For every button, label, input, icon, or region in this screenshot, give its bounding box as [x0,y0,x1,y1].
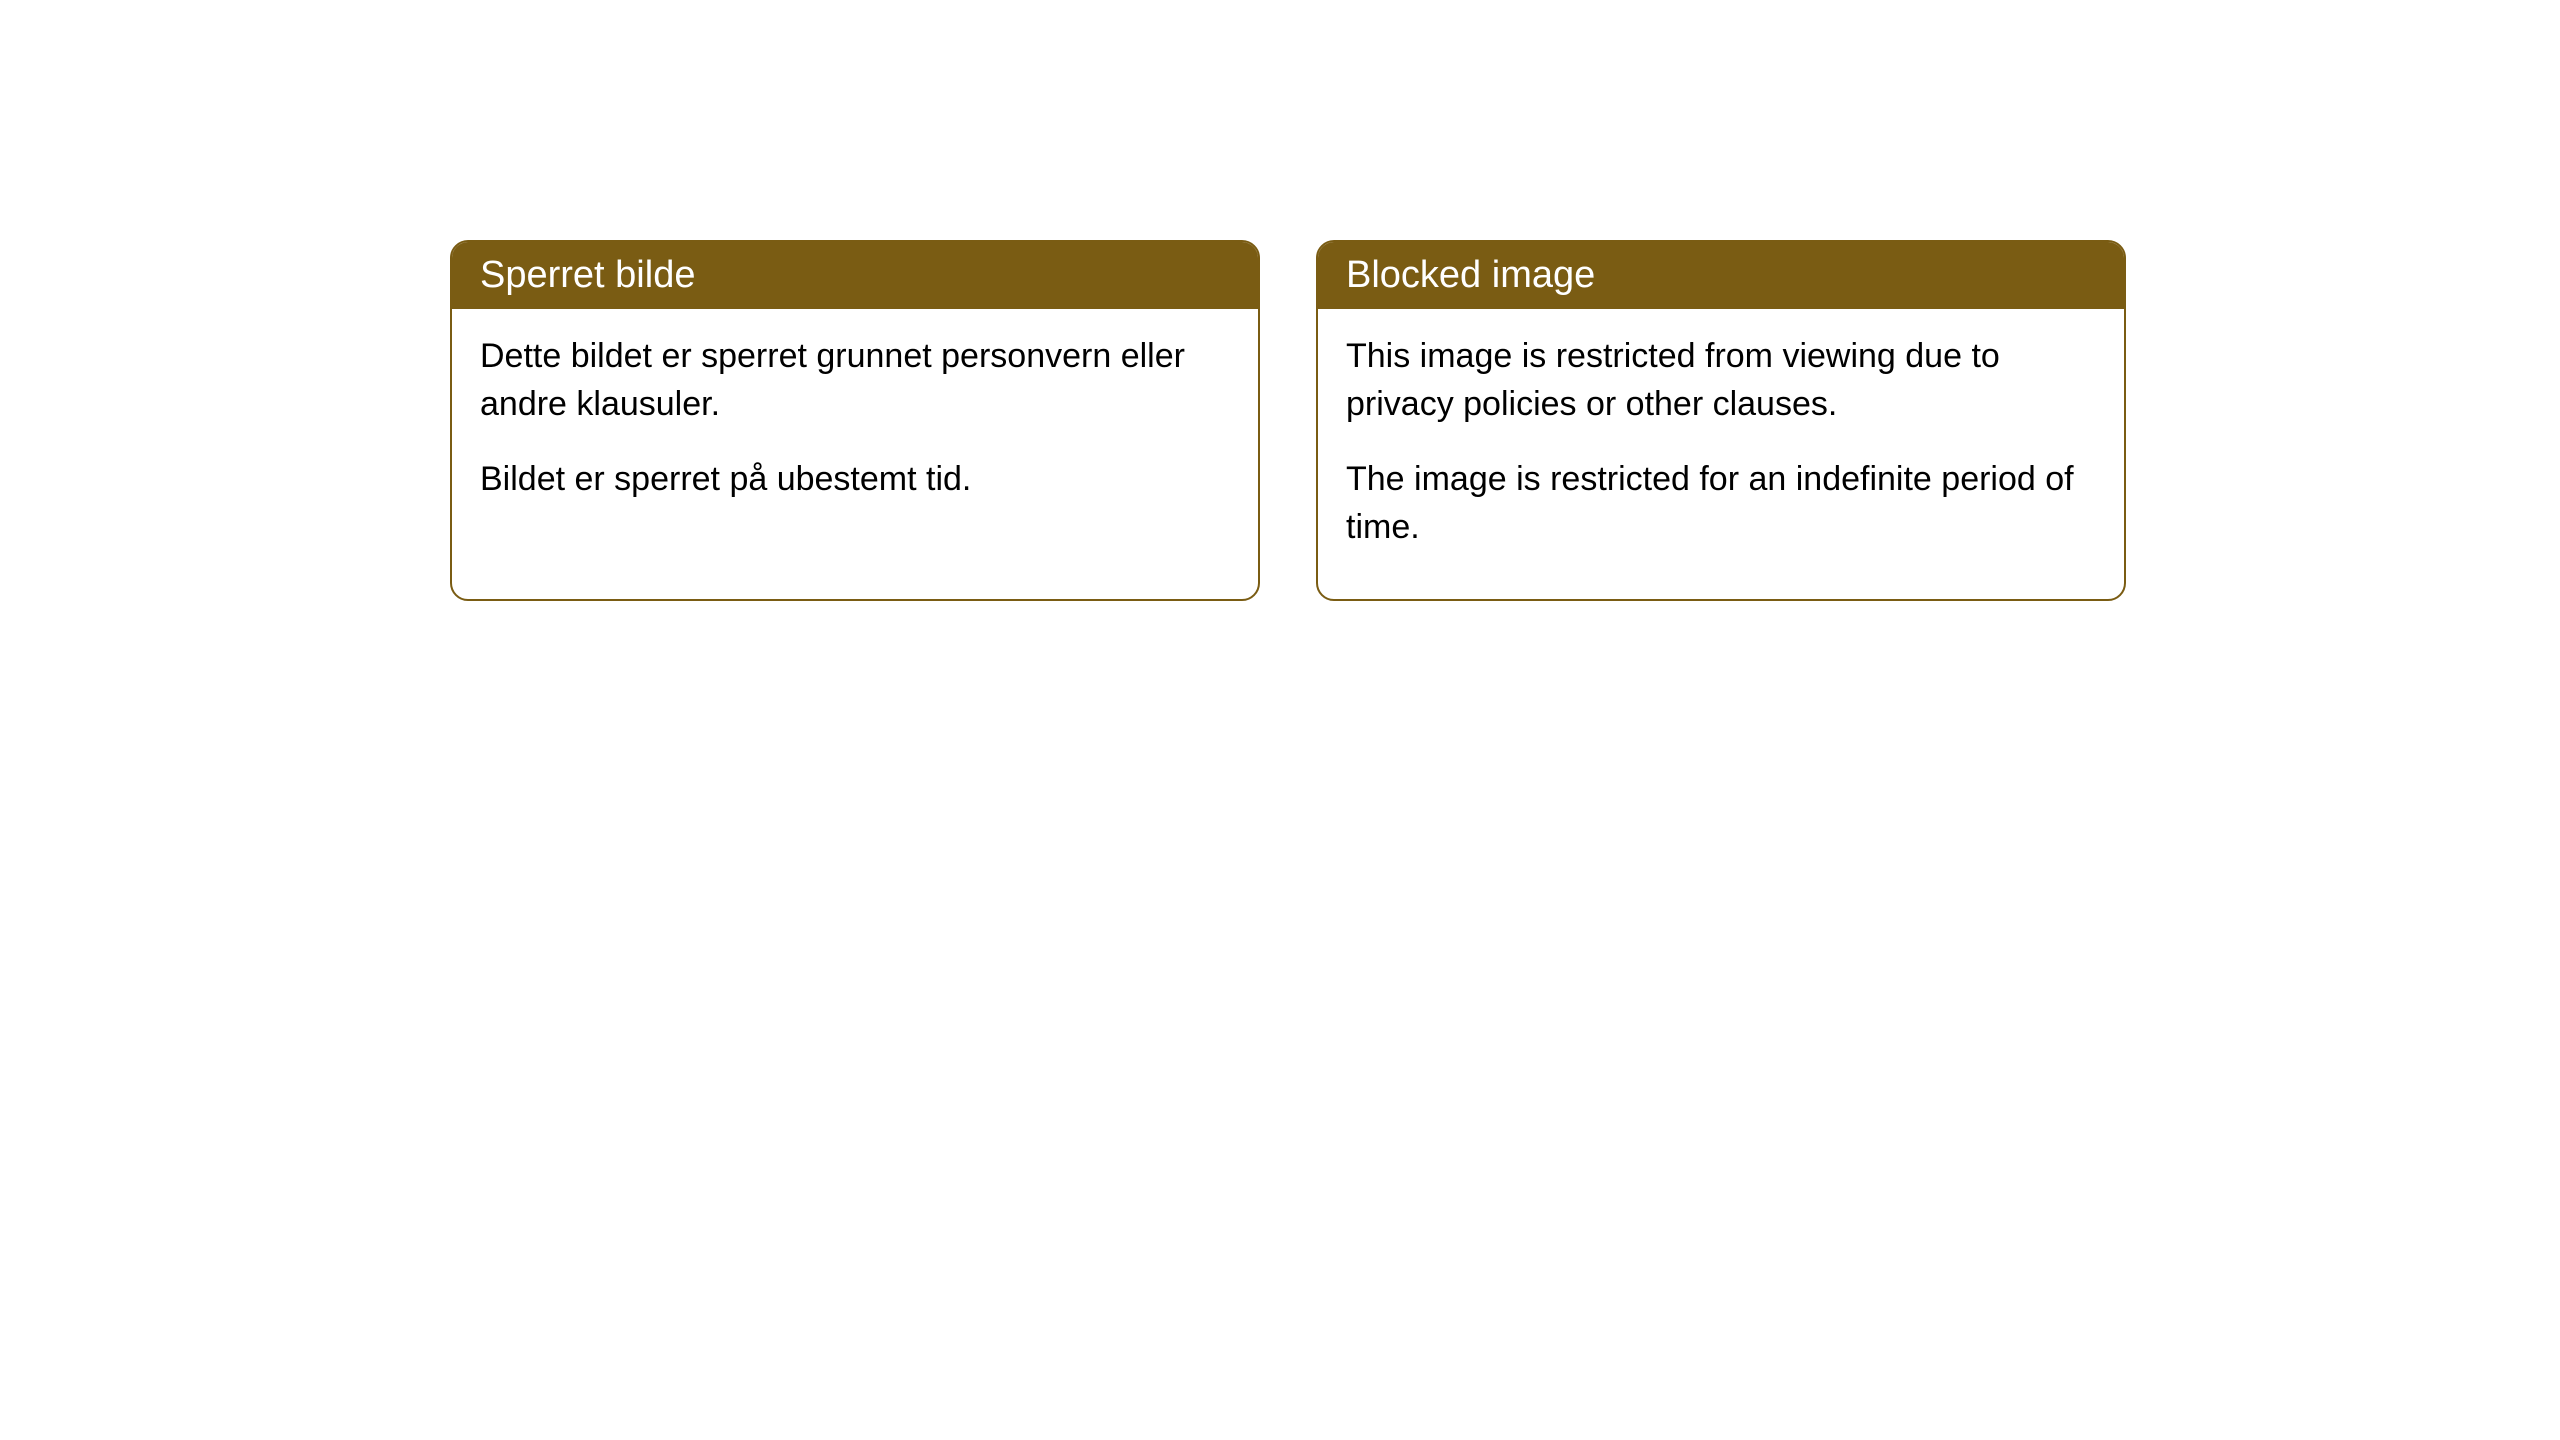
card-paragraph: This image is restricted from viewing du… [1346,333,2096,428]
card-title: Sperret bilde [480,254,695,296]
card-container: Sperret bilde Dette bildet er sperret gr… [450,240,2126,601]
card-title: Blocked image [1346,254,1595,296]
blocked-image-card-en: Blocked image This image is restricted f… [1316,240,2126,601]
blocked-image-card-no: Sperret bilde Dette bildet er sperret gr… [450,240,1260,601]
card-body: This image is restricted from viewing du… [1318,309,2124,599]
card-header: Blocked image [1318,242,2124,309]
card-body: Dette bildet er sperret grunnet personve… [452,309,1258,552]
card-header: Sperret bilde [452,242,1258,309]
card-paragraph: The image is restricted for an indefinit… [1346,456,2096,551]
card-paragraph: Dette bildet er sperret grunnet personve… [480,333,1230,428]
card-paragraph: Bildet er sperret på ubestemt tid. [480,456,1230,504]
